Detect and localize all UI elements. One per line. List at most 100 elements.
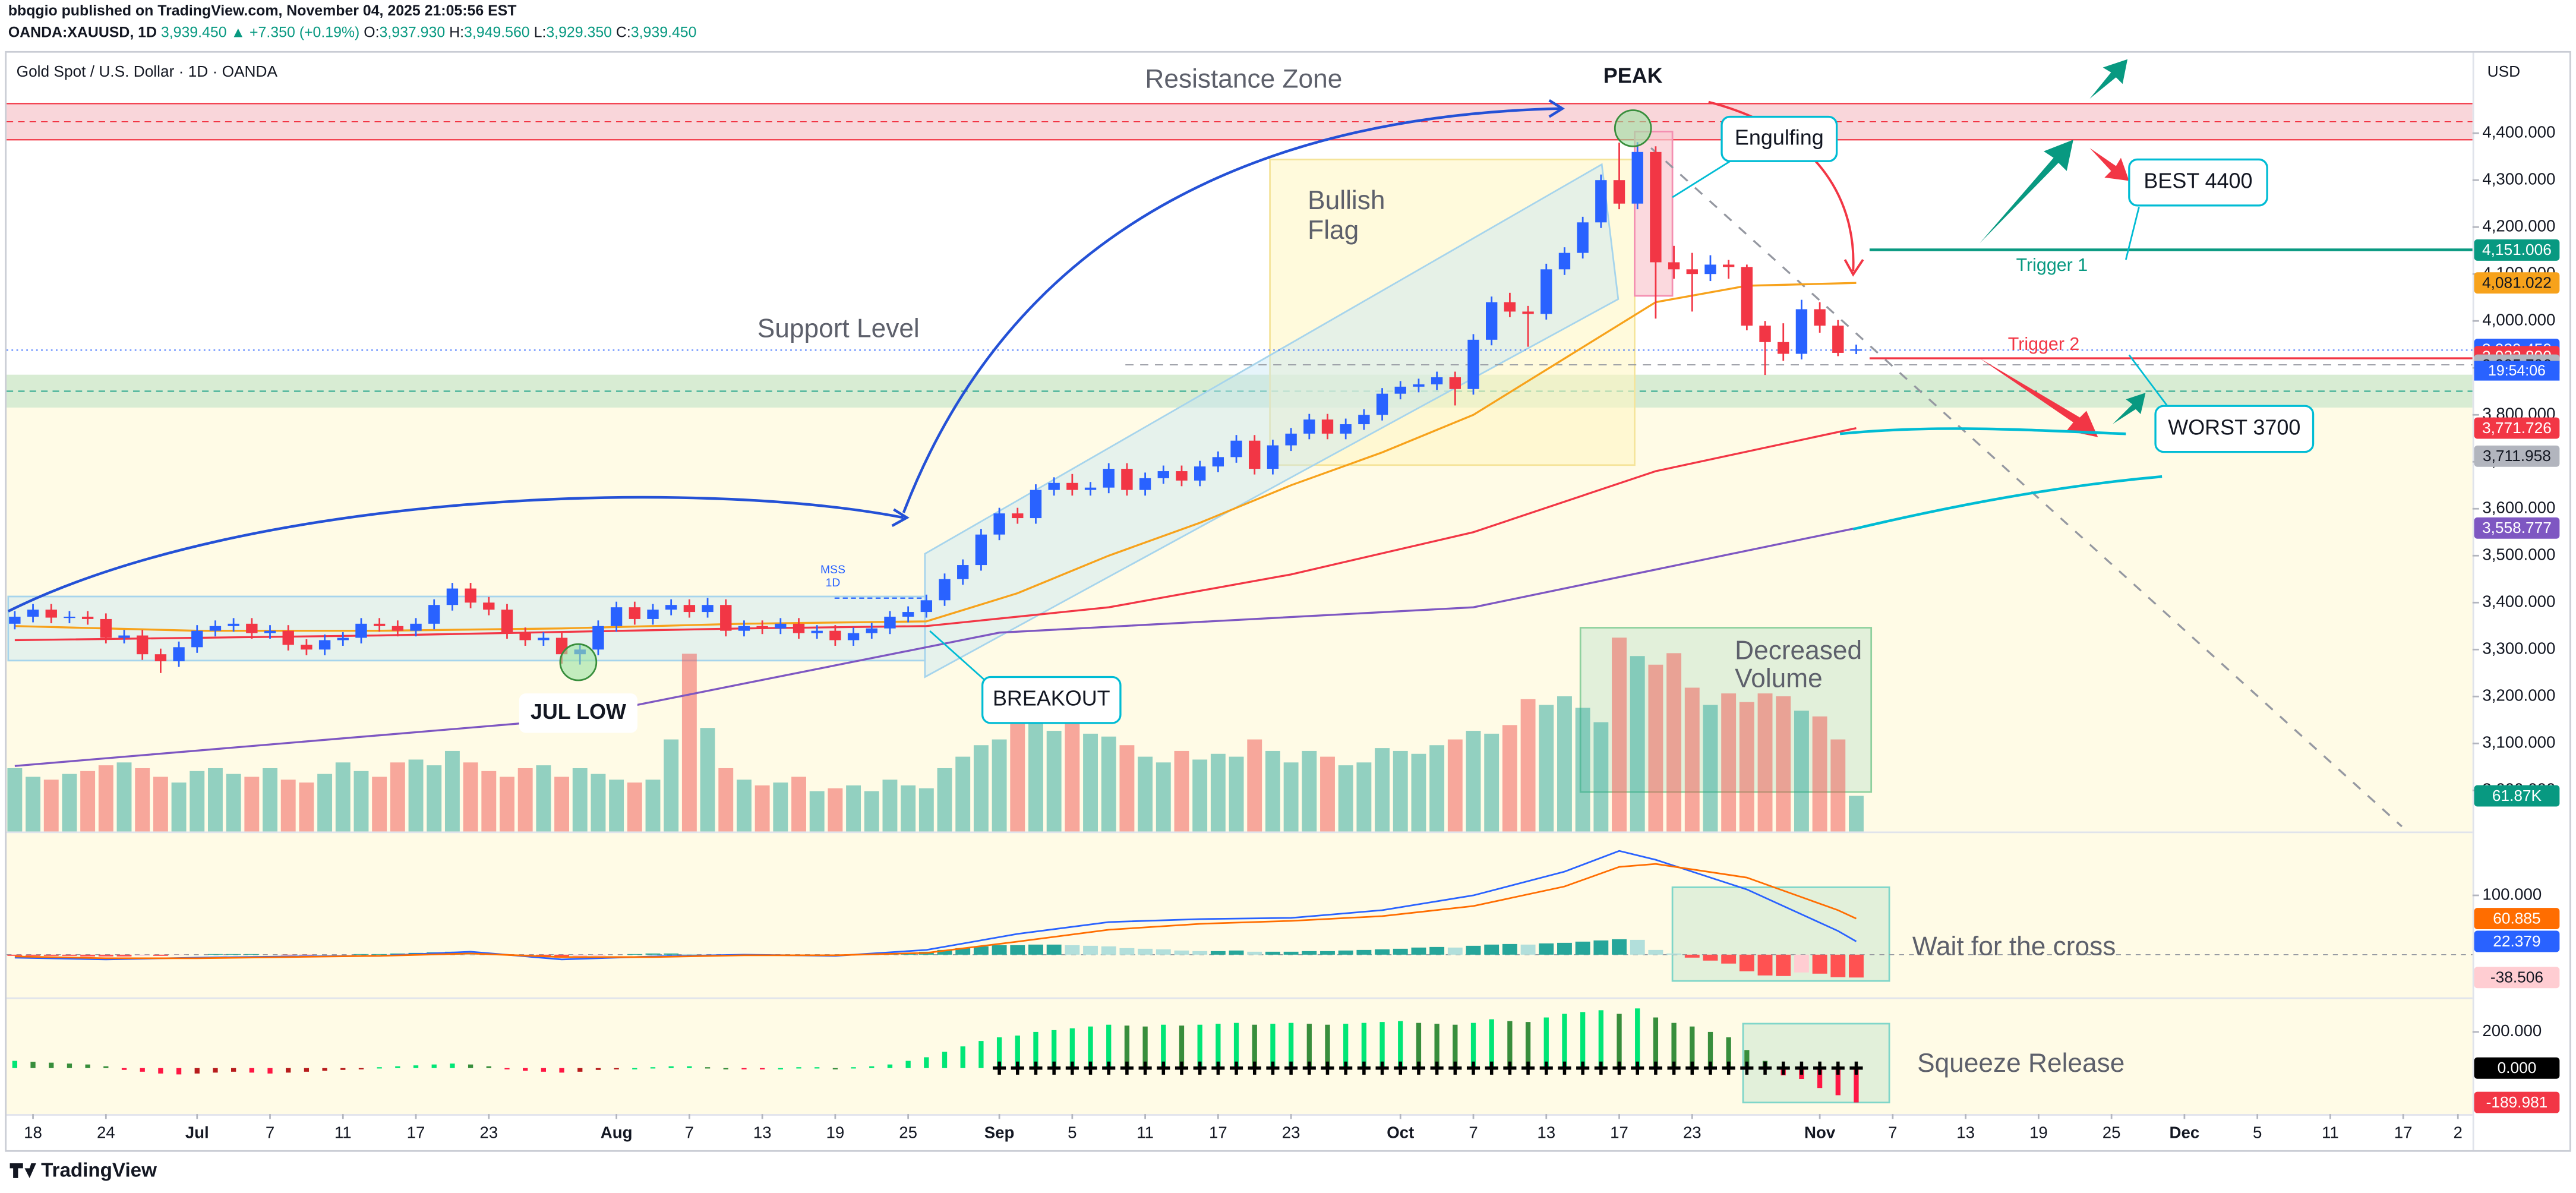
macd-bar bbox=[1411, 947, 1426, 955]
volume-bar bbox=[1320, 756, 1335, 832]
squeeze-bar bbox=[1306, 1024, 1312, 1068]
candle-body bbox=[355, 623, 367, 638]
x-tick-label: 13 bbox=[753, 1123, 772, 1142]
indicator-line bbox=[14, 282, 1857, 632]
candle-body bbox=[720, 605, 732, 631]
macd-bar bbox=[1283, 951, 1299, 955]
volume-bar bbox=[1739, 702, 1754, 832]
price: 3,939.450 bbox=[161, 24, 227, 40]
squeeze-dot bbox=[1703, 1061, 1718, 1075]
volume-bar bbox=[901, 785, 916, 832]
macd-bar bbox=[1046, 944, 1062, 955]
x-tick-label: Jul bbox=[185, 1123, 209, 1142]
x-tick-label: 2 bbox=[2454, 1123, 2463, 1142]
candle-body bbox=[1650, 152, 1662, 263]
volume-bar bbox=[1812, 716, 1827, 832]
volume-bar bbox=[609, 779, 624, 832]
volume-bar bbox=[517, 768, 533, 832]
macd-bar bbox=[1375, 949, 1390, 955]
candle-body bbox=[1540, 269, 1552, 314]
macd-bar bbox=[1247, 951, 1262, 955]
frame bbox=[5, 51, 2571, 1152]
symbol-info: OANDA:XAUUSD, 1D 3,939.450 ▲ +7.350 (+0.… bbox=[8, 24, 697, 40]
arrow-arc bbox=[902, 107, 1561, 513]
countdown-box bbox=[2474, 361, 2560, 381]
flag-box bbox=[1269, 159, 1636, 466]
macd-bar bbox=[1520, 944, 1536, 955]
squeeze-bar bbox=[1434, 1024, 1439, 1068]
volume-bar bbox=[1265, 750, 1280, 832]
squeeze-bar bbox=[158, 1068, 163, 1074]
annotation: BEST 4400 bbox=[2143, 169, 2252, 193]
candle-body bbox=[592, 626, 604, 650]
macd-bar bbox=[1630, 939, 1645, 955]
volume-bar bbox=[846, 785, 861, 832]
volume-bar bbox=[1138, 756, 1153, 832]
squeeze-bar bbox=[1707, 1031, 1713, 1068]
volume-bar bbox=[1794, 711, 1809, 832]
ohlc-value: 3,939.450 bbox=[631, 24, 697, 40]
volume-bar bbox=[1338, 765, 1353, 832]
squeeze-bar bbox=[377, 1067, 382, 1069]
candle-body bbox=[1230, 440, 1242, 457]
macd-bar bbox=[7, 954, 23, 956]
squeeze-bar bbox=[67, 1063, 72, 1068]
squeeze-dot bbox=[1138, 1061, 1152, 1075]
volume-bar bbox=[773, 782, 788, 832]
candle-body bbox=[1832, 326, 1844, 353]
price-label-box bbox=[2474, 239, 2560, 261]
squeeze-bar bbox=[1835, 1068, 1841, 1096]
y-tick-label: 3,600.000 bbox=[2482, 498, 2555, 517]
volume-bar bbox=[1283, 762, 1299, 832]
y-tick-label: 100.000 bbox=[2482, 885, 2542, 903]
volume-bar bbox=[1247, 739, 1262, 832]
volume-bar bbox=[463, 762, 478, 832]
squeeze-bar bbox=[1179, 1025, 1185, 1068]
annotation: Trigger 1 bbox=[2016, 255, 2088, 275]
squeeze-bar bbox=[1197, 1024, 1202, 1068]
price-label-box bbox=[2474, 967, 2560, 989]
volume-bar bbox=[828, 788, 843, 832]
callout-line bbox=[929, 630, 993, 688]
price-label: 3,771.726 bbox=[2482, 419, 2552, 437]
macd-bar bbox=[1010, 945, 1025, 955]
macd-bar bbox=[1684, 954, 1700, 958]
volume-bar bbox=[736, 779, 752, 832]
squeeze-bar bbox=[30, 1062, 36, 1068]
macd-bar bbox=[1393, 948, 1408, 955]
squeeze-bar bbox=[1142, 1026, 1148, 1068]
squeeze-bar bbox=[1361, 1022, 1367, 1068]
x-tick-label: 11 bbox=[1137, 1123, 1154, 1142]
volume-bar bbox=[918, 788, 934, 832]
candle-body bbox=[27, 610, 39, 617]
squeeze-bar bbox=[1453, 1024, 1458, 1068]
volume-bar bbox=[1393, 750, 1408, 832]
squeeze-dot bbox=[993, 1061, 1006, 1075]
squeeze-bar bbox=[960, 1046, 965, 1068]
squeeze-bar bbox=[1088, 1026, 1093, 1068]
macd-bar bbox=[353, 954, 369, 955]
candle-body bbox=[64, 616, 75, 618]
indicator-line bbox=[14, 863, 1857, 960]
candle-body bbox=[1176, 471, 1188, 481]
volume-bar bbox=[681, 654, 697, 832]
macd-bar bbox=[1174, 950, 1189, 955]
macd-bar bbox=[1356, 949, 1372, 955]
candle-body bbox=[1759, 326, 1771, 342]
candle-body bbox=[1048, 482, 1060, 490]
x-tick-label: 13 bbox=[1956, 1123, 1975, 1142]
volume-bar bbox=[1684, 687, 1700, 832]
candle-body bbox=[1431, 377, 1443, 384]
label-box bbox=[519, 693, 637, 733]
candle-body bbox=[1084, 487, 1097, 490]
candle-body bbox=[1030, 490, 1042, 519]
candle-body bbox=[1157, 471, 1169, 478]
macd-bar bbox=[1229, 950, 1244, 955]
y-tick-label: 200.000 bbox=[2482, 1021, 2542, 1040]
volume-bar bbox=[26, 777, 41, 832]
macd-bar bbox=[1447, 947, 1463, 955]
squeeze-bar bbox=[249, 1068, 254, 1073]
macd-bar bbox=[1830, 954, 1846, 977]
volume-bar bbox=[444, 750, 460, 832]
squeeze-bar bbox=[650, 1067, 656, 1069]
